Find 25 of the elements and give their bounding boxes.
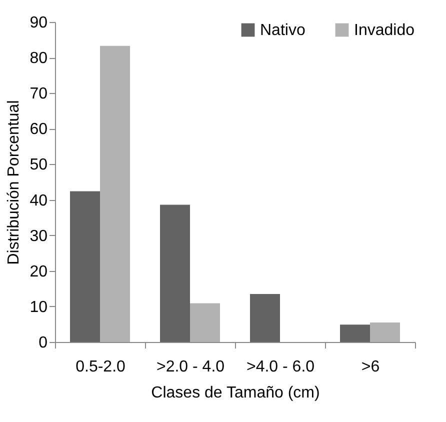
x-tick-label: >6 (361, 358, 380, 376)
y-tick-label: 30 (30, 228, 48, 245)
bar (100, 46, 130, 342)
y-tick-label: 0 (38, 334, 48, 352)
y-tick-label: 60 (30, 121, 48, 138)
bar (70, 191, 100, 342)
bar (190, 303, 220, 342)
bar (340, 324, 370, 342)
y-tick-label: 90 (30, 14, 48, 32)
legend-label: Invadido (354, 22, 415, 39)
x-axis-title: Clases de Tamaño (cm) (151, 384, 320, 402)
x-tick-label: >4.0 - 6.0 (246, 358, 315, 376)
y-tick-label: 10 (30, 298, 48, 316)
bar (250, 294, 280, 342)
legend-label: Nativo (260, 22, 306, 39)
y-tick-label: 80 (30, 50, 48, 68)
y-tick-label: 40 (30, 192, 48, 210)
y-tick-label: 20 (30, 263, 48, 280)
y-axis-title: Distribución Porcentual (6, 100, 23, 265)
y-tick-label: 50 (30, 156, 48, 174)
bar (160, 204, 190, 342)
y-tick-label: 70 (30, 86, 48, 103)
x-tick-label: 0.5-2.0 (76, 358, 126, 376)
x-tick-label: >2.0 - 4.0 (156, 358, 225, 376)
bar (370, 322, 400, 342)
